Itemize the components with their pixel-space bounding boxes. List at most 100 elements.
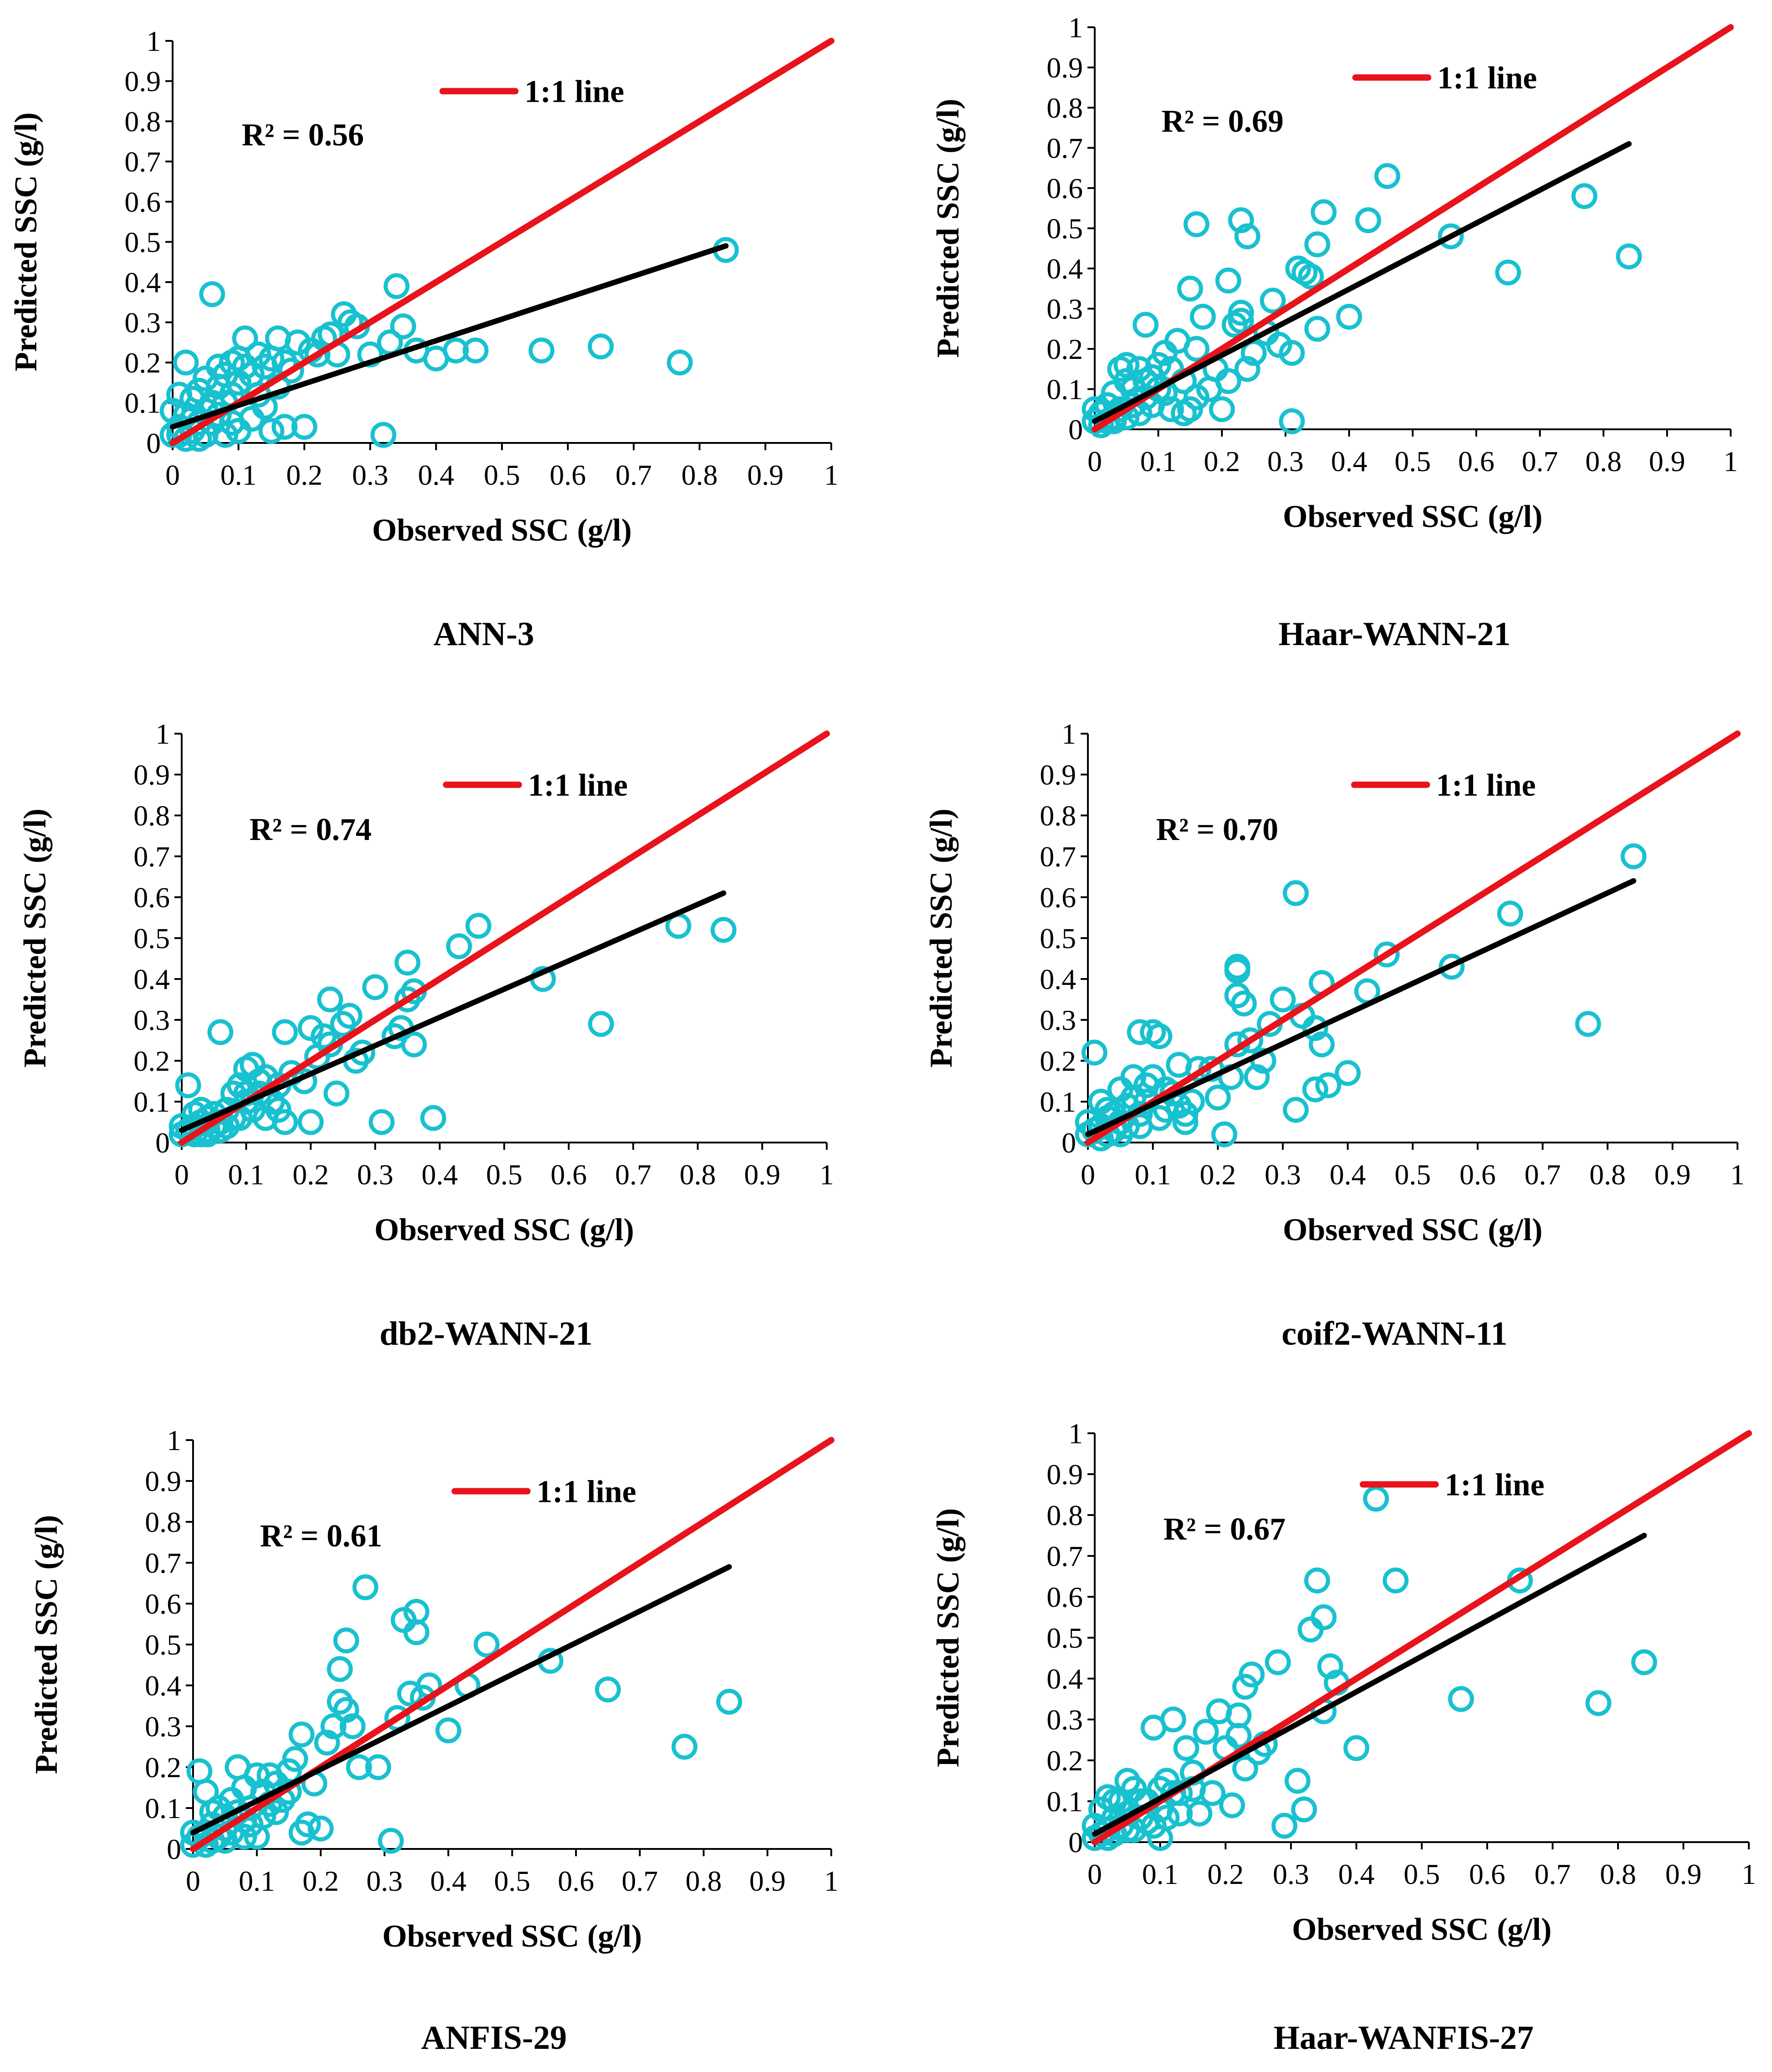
y-tick-label: 0 (146, 427, 161, 459)
data-point (1211, 1121, 1237, 1148)
data-point (1186, 1800, 1212, 1827)
x-tick-label: 0.6 (558, 1865, 594, 1897)
y-tick-label: 0.7 (145, 1547, 181, 1579)
data-point (1215, 268, 1241, 294)
y-tick-label: 0.7 (1047, 1540, 1083, 1572)
data-point (272, 1019, 298, 1045)
x-tick-label: 0.4 (418, 459, 454, 491)
legend-label: 1:1 line (1436, 768, 1536, 803)
data-point (1448, 1686, 1474, 1712)
data-point (288, 1721, 315, 1748)
data-point (1127, 1019, 1153, 1045)
data-point (186, 1758, 213, 1784)
data-point (1224, 958, 1251, 984)
data-point (1585, 1690, 1612, 1716)
data-point (362, 974, 388, 1000)
data-point (1101, 1788, 1127, 1814)
data-point (1172, 1101, 1198, 1127)
data-point (1309, 1031, 1335, 1058)
r-squared-label: R² = 0.69 (1161, 104, 1284, 139)
x-tick-label: 0 (1087, 1858, 1102, 1890)
y-tick-label: 0.3 (1047, 1704, 1083, 1736)
y-tick-label: 0.9 (1047, 52, 1083, 84)
x-tick-label: 0.2 (1204, 445, 1240, 477)
x-tick-label: 0.3 (352, 459, 388, 491)
data-point (435, 1717, 462, 1744)
y-tick-label: 0.7 (1040, 840, 1076, 873)
x-tick-label: 0.6 (1459, 1158, 1496, 1191)
data-point (1224, 982, 1251, 1009)
x-tick-label: 0.5 (1395, 1158, 1431, 1191)
x-axis-label: Observed SSC (g/l) (1283, 499, 1543, 534)
legend-label: 1:1 line (525, 75, 625, 109)
data-point (1304, 316, 1330, 342)
y-tick-label: 0.4 (1047, 253, 1083, 285)
y-tick-label: 0.2 (1047, 333, 1083, 365)
y-axis-label: Predicted SSC (g/l) (924, 809, 959, 1068)
data-point (1382, 1567, 1409, 1594)
y-tick-label: 0.5 (1040, 922, 1076, 954)
x-tick-label: 0.6 (550, 459, 586, 491)
scatter-points (1082, 163, 1642, 438)
y-tick-label: 0 (1068, 413, 1083, 446)
data-point (1315, 1072, 1341, 1098)
scatter-points (1075, 843, 1647, 1152)
scatter-points (159, 237, 739, 452)
x-tick-label: 0.5 (484, 459, 520, 491)
data-point (1283, 880, 1309, 906)
data-point (1166, 1052, 1192, 1078)
data-point (331, 301, 357, 328)
data-point (1193, 1719, 1219, 1745)
y-tick-label: 0.4 (1040, 963, 1076, 995)
data-point (1237, 1027, 1263, 1053)
data-point (166, 382, 192, 408)
data-point (278, 358, 304, 384)
y-tick-label: 0.8 (1040, 800, 1076, 832)
data-point (1302, 1076, 1328, 1103)
r-squared-label: R² = 0.56 (242, 118, 364, 153)
data-point (1265, 1649, 1291, 1675)
data-point (327, 1689, 353, 1715)
trend-line (190, 1564, 732, 1835)
data-point (1183, 211, 1210, 238)
data-point (1317, 1653, 1343, 1679)
x-tick-label: 0.8 (1589, 1158, 1626, 1191)
y-tick-label: 0.8 (124, 105, 161, 138)
x-tick-label: 1 (1723, 445, 1738, 477)
x-tick-label: 0.9 (747, 459, 784, 491)
data-point (298, 1015, 324, 1041)
y-tick-label: 0.6 (134, 881, 170, 914)
y-tick-label: 1 (1068, 1417, 1083, 1450)
y-tick-label: 0.9 (145, 1465, 181, 1497)
chart-panel-5: 0 0.1 0.2 0.3 0.4 0.5 0.6 0.7 0.8 0.9 1 0 0.1 0.2 0.3 0… (29, 1424, 839, 2057)
data-point (327, 1656, 353, 1682)
data-point (207, 1019, 233, 1045)
chart-panels: 0 0.1 0.2 0.3 0.4 0.5 0.6 0.7 0.8 0.9 1 0 0.1 0.2 0.3 0… (9, 11, 1756, 2057)
panel-caption: ANFIS-29 (421, 2019, 567, 2057)
data-point (528, 337, 555, 363)
y-tick-label: 0.5 (124, 226, 161, 258)
y-tick-label: 0.6 (1040, 881, 1076, 914)
x-tick-label: 0 (186, 1865, 200, 1897)
data-point (1279, 340, 1305, 366)
y-tick-label: 0.6 (1047, 1581, 1083, 1613)
data-point (1495, 259, 1521, 286)
data-point (588, 1011, 614, 1037)
y-tick-label: 0.3 (134, 1004, 170, 1036)
data-point (1355, 207, 1381, 234)
data-point (365, 1754, 391, 1780)
data-point (1239, 1661, 1265, 1688)
y-tick-label: 0.1 (134, 1086, 170, 1118)
x-tick-label: 0.5 (486, 1158, 522, 1191)
y-tick-label: 0.5 (134, 922, 170, 954)
x-tick-label: 0.8 (1600, 1858, 1636, 1890)
data-point (1228, 207, 1254, 234)
y-tick-label: 0.8 (1047, 92, 1083, 124)
data-point (220, 1080, 247, 1107)
y-axis-label: Predicted SSC (g/l) (931, 99, 966, 358)
data-point (1304, 1567, 1330, 1594)
data-point (1232, 1674, 1258, 1700)
x-tick-label: 0.3 (357, 1158, 393, 1191)
x-tick-label: 0.8 (1585, 445, 1622, 477)
data-point (175, 1072, 201, 1098)
